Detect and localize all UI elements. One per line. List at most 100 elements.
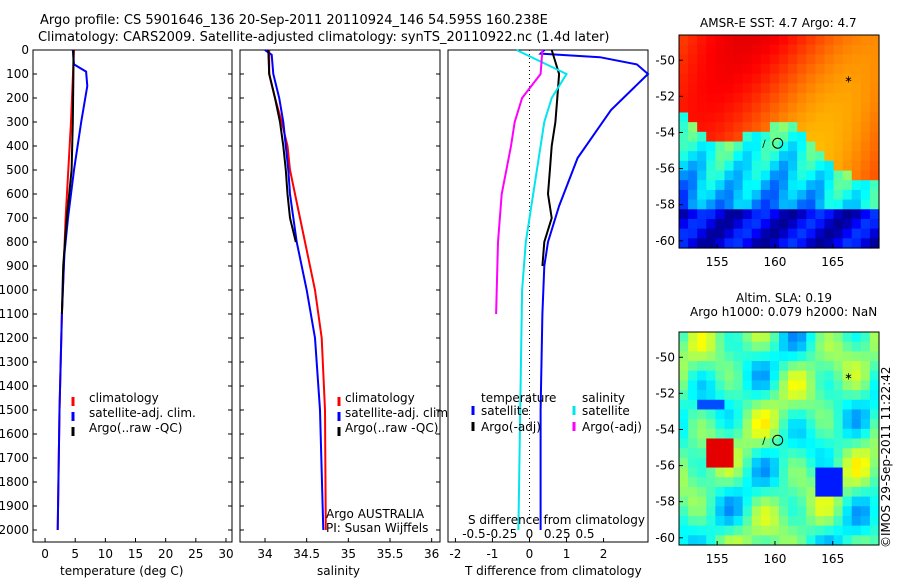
map-cell	[751, 390, 762, 401]
map-cell	[688, 332, 698, 343]
map-cell	[679, 218, 689, 230]
map-cell	[860, 496, 871, 507]
map-cell	[842, 506, 853, 517]
map-cell	[833, 35, 844, 46]
map-cell	[715, 199, 726, 210]
map-cell	[869, 525, 880, 536]
map-cell	[769, 525, 780, 536]
temperature-legend: climatology satellite-adj. clim. Argo(..…	[71, 391, 196, 436]
map-cell	[788, 54, 798, 65]
map-cell	[806, 228, 816, 239]
map-cell	[833, 189, 844, 201]
map-cell	[688, 525, 698, 536]
map-cell	[779, 102, 789, 114]
map-cell	[860, 525, 871, 536]
map-cell	[779, 332, 789, 343]
map-cell	[779, 189, 789, 201]
map-cell	[869, 160, 880, 172]
map-cell	[706, 199, 716, 210]
map-cell	[697, 112, 707, 123]
map-cell	[697, 93, 707, 104]
map-cell	[688, 141, 698, 152]
map-cell	[706, 515, 716, 527]
map-cell	[842, 390, 853, 401]
map-cell	[751, 525, 762, 536]
map-cell	[815, 151, 826, 162]
map-cell	[860, 370, 871, 382]
map-cell	[797, 428, 807, 440]
map-cell	[760, 351, 771, 362]
map-cell	[706, 332, 716, 343]
x-tick-label: 20	[158, 547, 173, 561]
map-cell	[779, 160, 789, 172]
map-cell	[688, 515, 698, 527]
map-cell	[742, 370, 753, 382]
map-cell	[779, 112, 789, 123]
map-cell	[797, 112, 807, 123]
map-cell	[815, 496, 826, 507]
map-cell	[833, 332, 844, 343]
map-cell	[751, 83, 762, 94]
map-cell	[815, 35, 826, 46]
map-cell	[824, 380, 835, 391]
map-cell	[769, 218, 780, 230]
map-cell	[860, 44, 871, 55]
map-cell	[715, 515, 726, 527]
map-cell	[797, 44, 807, 55]
map-cell	[842, 83, 853, 94]
map-cell	[833, 361, 844, 372]
map-cell	[806, 477, 816, 488]
map-cell	[733, 44, 744, 55]
map-cell	[815, 199, 826, 210]
map-cell	[679, 525, 689, 536]
map-cell	[769, 496, 780, 507]
map-cell	[760, 228, 771, 239]
map-cell	[742, 54, 753, 65]
map-cell	[842, 122, 853, 133]
map-cell	[751, 477, 762, 488]
map-cell	[860, 122, 871, 133]
map-cell	[815, 438, 826, 449]
map-cell	[851, 170, 862, 181]
map-cell	[733, 122, 744, 133]
map-cell	[760, 370, 771, 382]
map-cell	[842, 515, 853, 527]
diff-legend-salinity-title: salinity	[582, 391, 625, 405]
map-cell	[679, 467, 689, 478]
map-cell	[751, 438, 762, 449]
map-cell	[851, 83, 862, 94]
map-cell	[806, 64, 816, 75]
map-cell	[697, 131, 707, 143]
map-cell	[806, 525, 816, 536]
map-cell	[824, 457, 835, 469]
map-cell	[706, 351, 716, 362]
map-cell	[760, 477, 771, 488]
map-cell	[724, 228, 735, 239]
map-cell	[869, 44, 880, 55]
x-tick-label: 34	[257, 547, 272, 561]
map-cell	[742, 228, 753, 239]
map-cell	[760, 122, 771, 133]
map-cell	[788, 209, 798, 220]
map-cell	[715, 370, 726, 382]
map-cell	[788, 189, 798, 201]
map-cell	[788, 199, 798, 210]
map-cell	[788, 180, 798, 191]
map-cell	[788, 486, 798, 498]
map-cell	[751, 160, 762, 172]
map-cell	[751, 496, 762, 507]
map-cell	[697, 351, 707, 362]
map-cell	[851, 141, 862, 152]
map-cell	[788, 35, 798, 46]
map-cell	[697, 64, 707, 75]
map-cell	[688, 361, 698, 372]
map-cell	[842, 457, 853, 469]
map-cell	[769, 160, 780, 172]
map-cell	[806, 380, 816, 391]
map-cell	[833, 351, 844, 362]
map-cell	[815, 160, 826, 172]
map-cell	[815, 409, 826, 420]
map-cell	[697, 73, 707, 85]
map-cell	[833, 409, 844, 420]
map-cell	[733, 35, 744, 46]
